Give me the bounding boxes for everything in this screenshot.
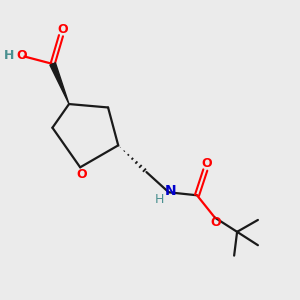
Text: H: H [155, 193, 164, 206]
Text: H: H [4, 49, 14, 62]
Text: O: O [202, 157, 212, 170]
Text: O: O [211, 216, 221, 230]
Text: N: N [165, 184, 176, 198]
Text: O: O [57, 23, 68, 36]
Polygon shape [50, 63, 69, 104]
Text: O: O [76, 168, 87, 181]
Text: O: O [16, 49, 27, 62]
